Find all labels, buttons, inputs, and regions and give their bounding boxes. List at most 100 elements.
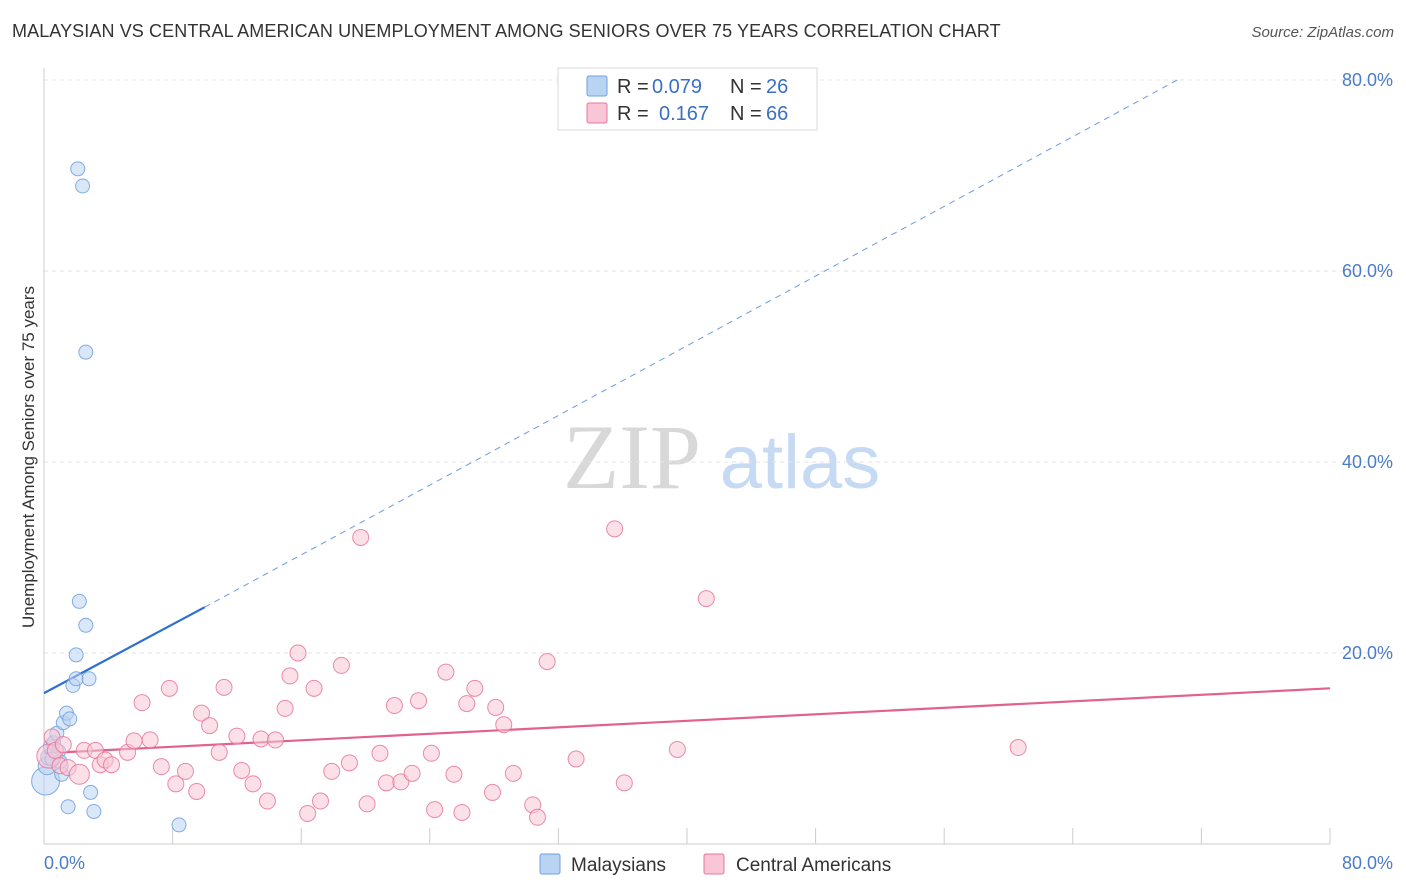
central-american-point-52 xyxy=(453,803,471,821)
gridlines xyxy=(44,79,1392,654)
bottom-legend: Malaysians Central Americans xyxy=(539,853,891,876)
central-american-point-46 xyxy=(403,764,421,782)
central-american-point-24 xyxy=(215,678,233,696)
central-american-point-26 xyxy=(233,761,251,779)
tick-labels: 20.0% 40.0% 60.0% 80.0% 0.0% 80.0% xyxy=(44,70,1393,873)
central-american-point-42 xyxy=(371,744,389,762)
central-american-point-58 xyxy=(504,764,522,782)
malaysian-point-14 xyxy=(68,647,84,663)
malaysian-point-23 xyxy=(86,804,102,820)
malaysian-point-24 xyxy=(171,817,187,833)
central-american-point-37 xyxy=(323,762,341,780)
central-american-point-21 xyxy=(193,704,211,722)
central-american-point-67 xyxy=(1009,739,1027,757)
central-american-point-19 xyxy=(176,762,194,780)
malaysian-point-17 xyxy=(71,593,87,609)
malaysian-point-16 xyxy=(70,161,86,177)
central-american-point-29 xyxy=(258,792,276,810)
central-american-point-53 xyxy=(458,695,476,713)
central-american-point-30 xyxy=(266,731,284,749)
central-american-point-36 xyxy=(311,792,329,810)
malaysian-point-12 xyxy=(60,799,76,815)
central-american-point-49 xyxy=(426,801,444,819)
central-american-point-56 xyxy=(487,698,505,716)
central-american-point-62 xyxy=(567,750,585,768)
central-american-point-44 xyxy=(385,697,403,715)
series-central-americans xyxy=(36,520,1027,826)
x-tick-label-0: 0.0% xyxy=(44,853,85,873)
central-american-point-54 xyxy=(466,679,484,697)
malaysian-point-21 xyxy=(81,671,97,687)
bottom-legend-swatch-central-americans xyxy=(703,853,725,875)
central-american-point-39 xyxy=(340,754,358,772)
top-legend: R = 0.079 N = 26 R = 0.167 N = 66 xyxy=(557,67,818,131)
central-american-point-33 xyxy=(289,644,307,662)
central-american-point-65 xyxy=(668,740,686,758)
central-american-point-34 xyxy=(299,804,317,822)
malaysian-trend-extension xyxy=(204,79,1178,608)
central-american-point-23 xyxy=(210,743,228,761)
central-american-point-32 xyxy=(281,667,299,685)
central-american-point-47 xyxy=(410,692,428,710)
central-american-point-16 xyxy=(152,758,170,776)
central-american-point-38 xyxy=(332,656,350,674)
central-american-point-31 xyxy=(276,699,294,717)
bottom-legend-swatch-malaysians xyxy=(539,853,561,875)
legend-n-value-0: 26 xyxy=(766,76,788,98)
central-american-point-27 xyxy=(244,775,262,793)
axes xyxy=(43,68,1331,845)
y-tick-label-3: 80.0% xyxy=(1342,70,1393,90)
central-american-point-64 xyxy=(615,774,633,792)
y-tick-label-1: 40.0% xyxy=(1342,452,1393,472)
central-american-point-43 xyxy=(377,774,395,792)
legend-r-label-1: R = xyxy=(617,103,649,125)
watermark-zip: ZIP xyxy=(563,406,701,508)
central-american-point-66 xyxy=(697,590,715,608)
malaysian-point-22 xyxy=(83,784,99,800)
legend-n-label-0: N = xyxy=(730,76,762,98)
central-american-point-41 xyxy=(358,795,376,813)
central-american-point-51 xyxy=(445,765,463,783)
central-american-point-6 xyxy=(68,763,90,785)
legend-swatch-malaysians xyxy=(586,75,608,97)
central-american-point-40 xyxy=(352,528,370,546)
central-american-point-45 xyxy=(392,773,410,791)
central-american-point-60 xyxy=(529,808,547,826)
bottom-legend-label-malaysians: Malaysians xyxy=(571,855,666,876)
central-american-point-48 xyxy=(422,744,440,762)
central-american-point-14 xyxy=(133,694,151,712)
y-tick-label-2: 60.0% xyxy=(1342,261,1393,281)
central-american-point-57 xyxy=(495,716,513,734)
chart-title: MALAYSIAN VS CENTRAL AMERICAN UNEMPLOYME… xyxy=(12,21,1001,41)
malaysian-point-19 xyxy=(78,617,94,633)
x-tick-label-1: 80.0% xyxy=(1342,853,1393,873)
central-american-point-63 xyxy=(606,520,624,538)
y-axis-label: Unemployment Among Seniors over 75 years xyxy=(19,286,38,628)
legend-r-label-0: R = xyxy=(617,76,649,98)
central-american-point-17 xyxy=(160,679,178,697)
central-american-point-55 xyxy=(483,783,501,801)
central-american-point-28 xyxy=(252,730,270,748)
bottom-legend-label-central-americans: Central Americans xyxy=(736,855,891,876)
central-american-point-20 xyxy=(188,782,206,800)
central-american-point-50 xyxy=(437,663,455,681)
legend-swatch-central-americans xyxy=(586,102,608,124)
source-credit: Source: ZipAtlas.com xyxy=(1251,24,1394,41)
malaysian-point-15 xyxy=(68,671,84,687)
legend-n-value-1: 66 xyxy=(766,103,788,125)
central-american-point-13 xyxy=(125,732,143,750)
malaysian-point-18 xyxy=(75,178,91,194)
central-american-point-4 xyxy=(54,736,72,754)
central-american-point-15 xyxy=(141,731,159,749)
legend-n-label-1: N = xyxy=(730,103,762,125)
central-american-point-11 xyxy=(103,756,121,774)
data-points xyxy=(31,161,1027,833)
central-american-point-25 xyxy=(228,727,246,745)
central-american-point-18 xyxy=(167,775,185,793)
central-american-point-61 xyxy=(538,653,556,671)
central-american-point-35 xyxy=(305,679,323,697)
y-tick-label-0: 20.0% xyxy=(1342,643,1393,663)
malaysian-point-11 xyxy=(62,711,78,727)
central-american-point-22 xyxy=(201,717,219,735)
